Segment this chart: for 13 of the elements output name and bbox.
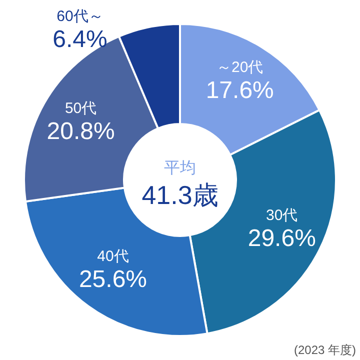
data-label: 25.6% <box>78 266 148 294</box>
data-label: 6.4% <box>52 26 108 53</box>
slice-label: ～20代 <box>216 58 264 76</box>
text: 平均 <box>164 160 196 177</box>
slice-label: 40代 <box>97 248 129 266</box>
slice-label: 30代 <box>266 207 298 224</box>
slice-label: 60代～ <box>56 8 104 25</box>
data-label: 20.8% <box>46 118 115 145</box>
slice-label: 50代 <box>64 100 97 117</box>
data-label: 17.6% <box>206 76 274 104</box>
text: (2023 年度) <box>294 343 356 357</box>
data-label: 29.6% <box>248 225 316 252</box>
text: 41.3歳 <box>142 180 218 210</box>
